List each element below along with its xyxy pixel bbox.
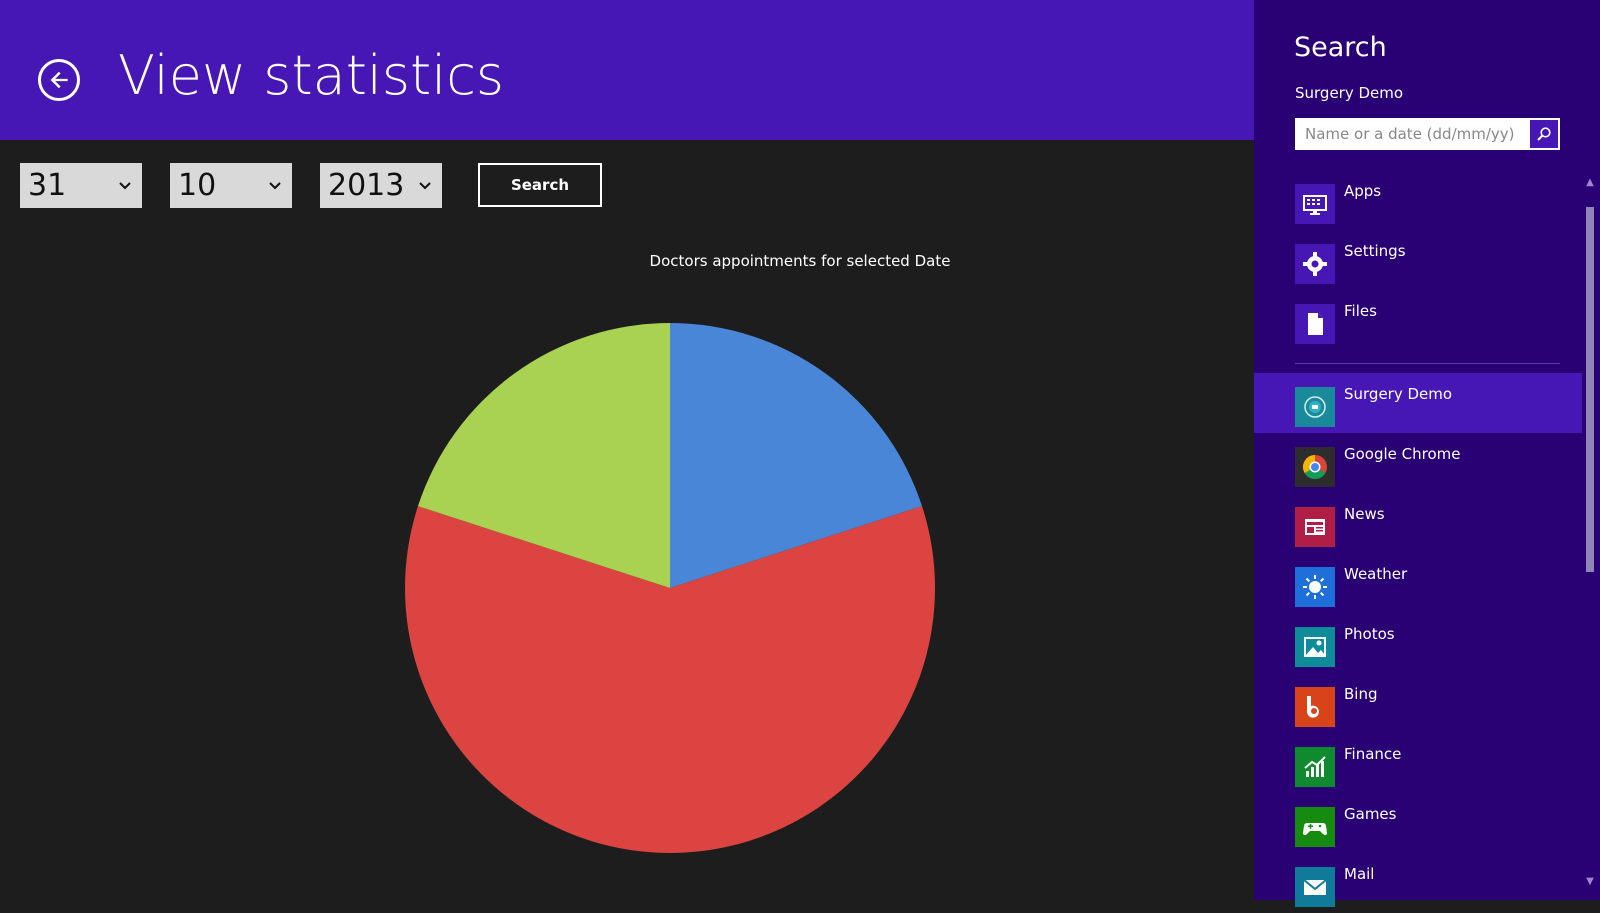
charm-item-label: Games bbox=[1344, 805, 1397, 823]
charm-item-apps[interactable]: Apps bbox=[1254, 170, 1584, 230]
charm-item-label: Surgery Demo bbox=[1344, 385, 1453, 403]
tile-finance-icon bbox=[1295, 747, 1335, 787]
scroll-down-arrow[interactable]: ▼ bbox=[1586, 876, 1594, 887]
charm-item-label: Bing bbox=[1344, 685, 1378, 703]
chevron-down-icon bbox=[119, 181, 131, 189]
charm-item-weather[interactable]: Weather bbox=[1254, 553, 1584, 613]
charm-item-news[interactable]: News bbox=[1254, 493, 1584, 553]
year-select-value: 2013 bbox=[328, 168, 405, 203]
tile-surgery-demo-icon bbox=[1295, 387, 1335, 427]
charm-item-label: Weather bbox=[1344, 565, 1408, 583]
charm-item-label: Files bbox=[1344, 302, 1377, 320]
charm-title: Search bbox=[1294, 32, 1387, 63]
weather-icon bbox=[1303, 575, 1327, 599]
chrome-icon bbox=[1302, 455, 1327, 480]
charm-item-label: Settings bbox=[1344, 242, 1406, 260]
chevron-down-icon bbox=[269, 181, 281, 189]
mail-icon bbox=[1303, 879, 1327, 895]
search-button[interactable]: Search bbox=[478, 163, 602, 207]
month-select-value: 10 bbox=[178, 168, 217, 203]
page-title: View statistics bbox=[118, 44, 505, 107]
charm-item-label: Google Chrome bbox=[1344, 445, 1461, 463]
charm-item-label: News bbox=[1344, 505, 1385, 523]
day-select[interactable]: 31 bbox=[20, 163, 142, 208]
search-charm: Search Surgery Demo Apps Settings Files Sur… bbox=[1254, 0, 1600, 907]
finance-icon bbox=[1304, 756, 1326, 777]
tile-gear-icon bbox=[1295, 244, 1335, 284]
chevron-down-icon bbox=[419, 181, 431, 189]
arrow-left-icon bbox=[50, 71, 68, 89]
tile-apps-icon bbox=[1295, 184, 1335, 224]
charm-scrollbar[interactable]: ▲ ▼ bbox=[1582, 175, 1598, 900]
charm-item-mail[interactable]: Mail bbox=[1254, 853, 1584, 913]
charm-app-name: Surgery Demo bbox=[1295, 84, 1404, 102]
charm-item-label: Mail bbox=[1344, 865, 1375, 883]
tile-file-icon bbox=[1295, 304, 1335, 344]
charm-item-label: Finance bbox=[1344, 745, 1402, 763]
gear-icon bbox=[1303, 252, 1327, 276]
scroll-up-arrow[interactable]: ▲ bbox=[1586, 177, 1594, 188]
pie-slice-2 bbox=[417, 323, 670, 588]
photos-icon bbox=[1304, 637, 1326, 657]
month-select[interactable]: 10 bbox=[170, 163, 292, 208]
tile-photos-icon bbox=[1295, 627, 1335, 667]
charm-item-bing[interactable]: Bing bbox=[1254, 673, 1584, 733]
charm-item-games[interactable]: Games bbox=[1254, 793, 1584, 853]
day-select-value: 31 bbox=[28, 168, 67, 203]
charm-divider bbox=[1295, 363, 1560, 364]
tile-weather-icon bbox=[1295, 567, 1335, 607]
chart-title: Doctors appointments for selected Date bbox=[649, 252, 951, 270]
year-select[interactable]: 2013 bbox=[320, 163, 442, 208]
tile-mail-icon bbox=[1295, 867, 1335, 907]
back-button[interactable] bbox=[38, 59, 80, 101]
pie-slice-0 bbox=[670, 323, 923, 588]
tile-games-icon bbox=[1295, 807, 1335, 847]
news-icon bbox=[1305, 519, 1325, 535]
charm-item-photos[interactable]: Photos bbox=[1254, 613, 1584, 673]
search-icon bbox=[1537, 127, 1551, 141]
search-box bbox=[1295, 118, 1560, 150]
charm-item-files[interactable]: Files bbox=[1254, 290, 1584, 350]
header-bar: View statistics bbox=[0, 0, 1254, 140]
charm-item-label: Apps bbox=[1344, 182, 1382, 200]
charm-item-label: Photos bbox=[1344, 625, 1395, 643]
games-icon bbox=[1302, 823, 1328, 836]
tile-chrome-icon bbox=[1295, 447, 1335, 487]
search-input[interactable] bbox=[1295, 118, 1526, 150]
charm-item-surgery-demo[interactable]: Surgery Demo bbox=[1254, 373, 1584, 433]
surgery-demo-icon bbox=[1304, 396, 1326, 418]
bing-icon bbox=[1306, 696, 1319, 718]
file-icon bbox=[1308, 313, 1323, 335]
charm-item-google-chrome[interactable]: Google Chrome bbox=[1254, 433, 1584, 493]
charm-item-finance[interactable]: Finance bbox=[1254, 733, 1584, 793]
tile-bing-icon bbox=[1295, 687, 1335, 727]
pie-slice-1 bbox=[405, 506, 935, 853]
search-submit-button[interactable] bbox=[1530, 120, 1558, 148]
apps-icon bbox=[1303, 195, 1327, 215]
tile-news-icon bbox=[1295, 507, 1335, 547]
pie-chart bbox=[405, 323, 935, 853]
app-main: View statistics 31 10 2013 Search Doctor… bbox=[0, 0, 1254, 853]
scroll-thumb[interactable] bbox=[1586, 207, 1594, 572]
charm-item-settings[interactable]: Settings bbox=[1254, 230, 1584, 290]
